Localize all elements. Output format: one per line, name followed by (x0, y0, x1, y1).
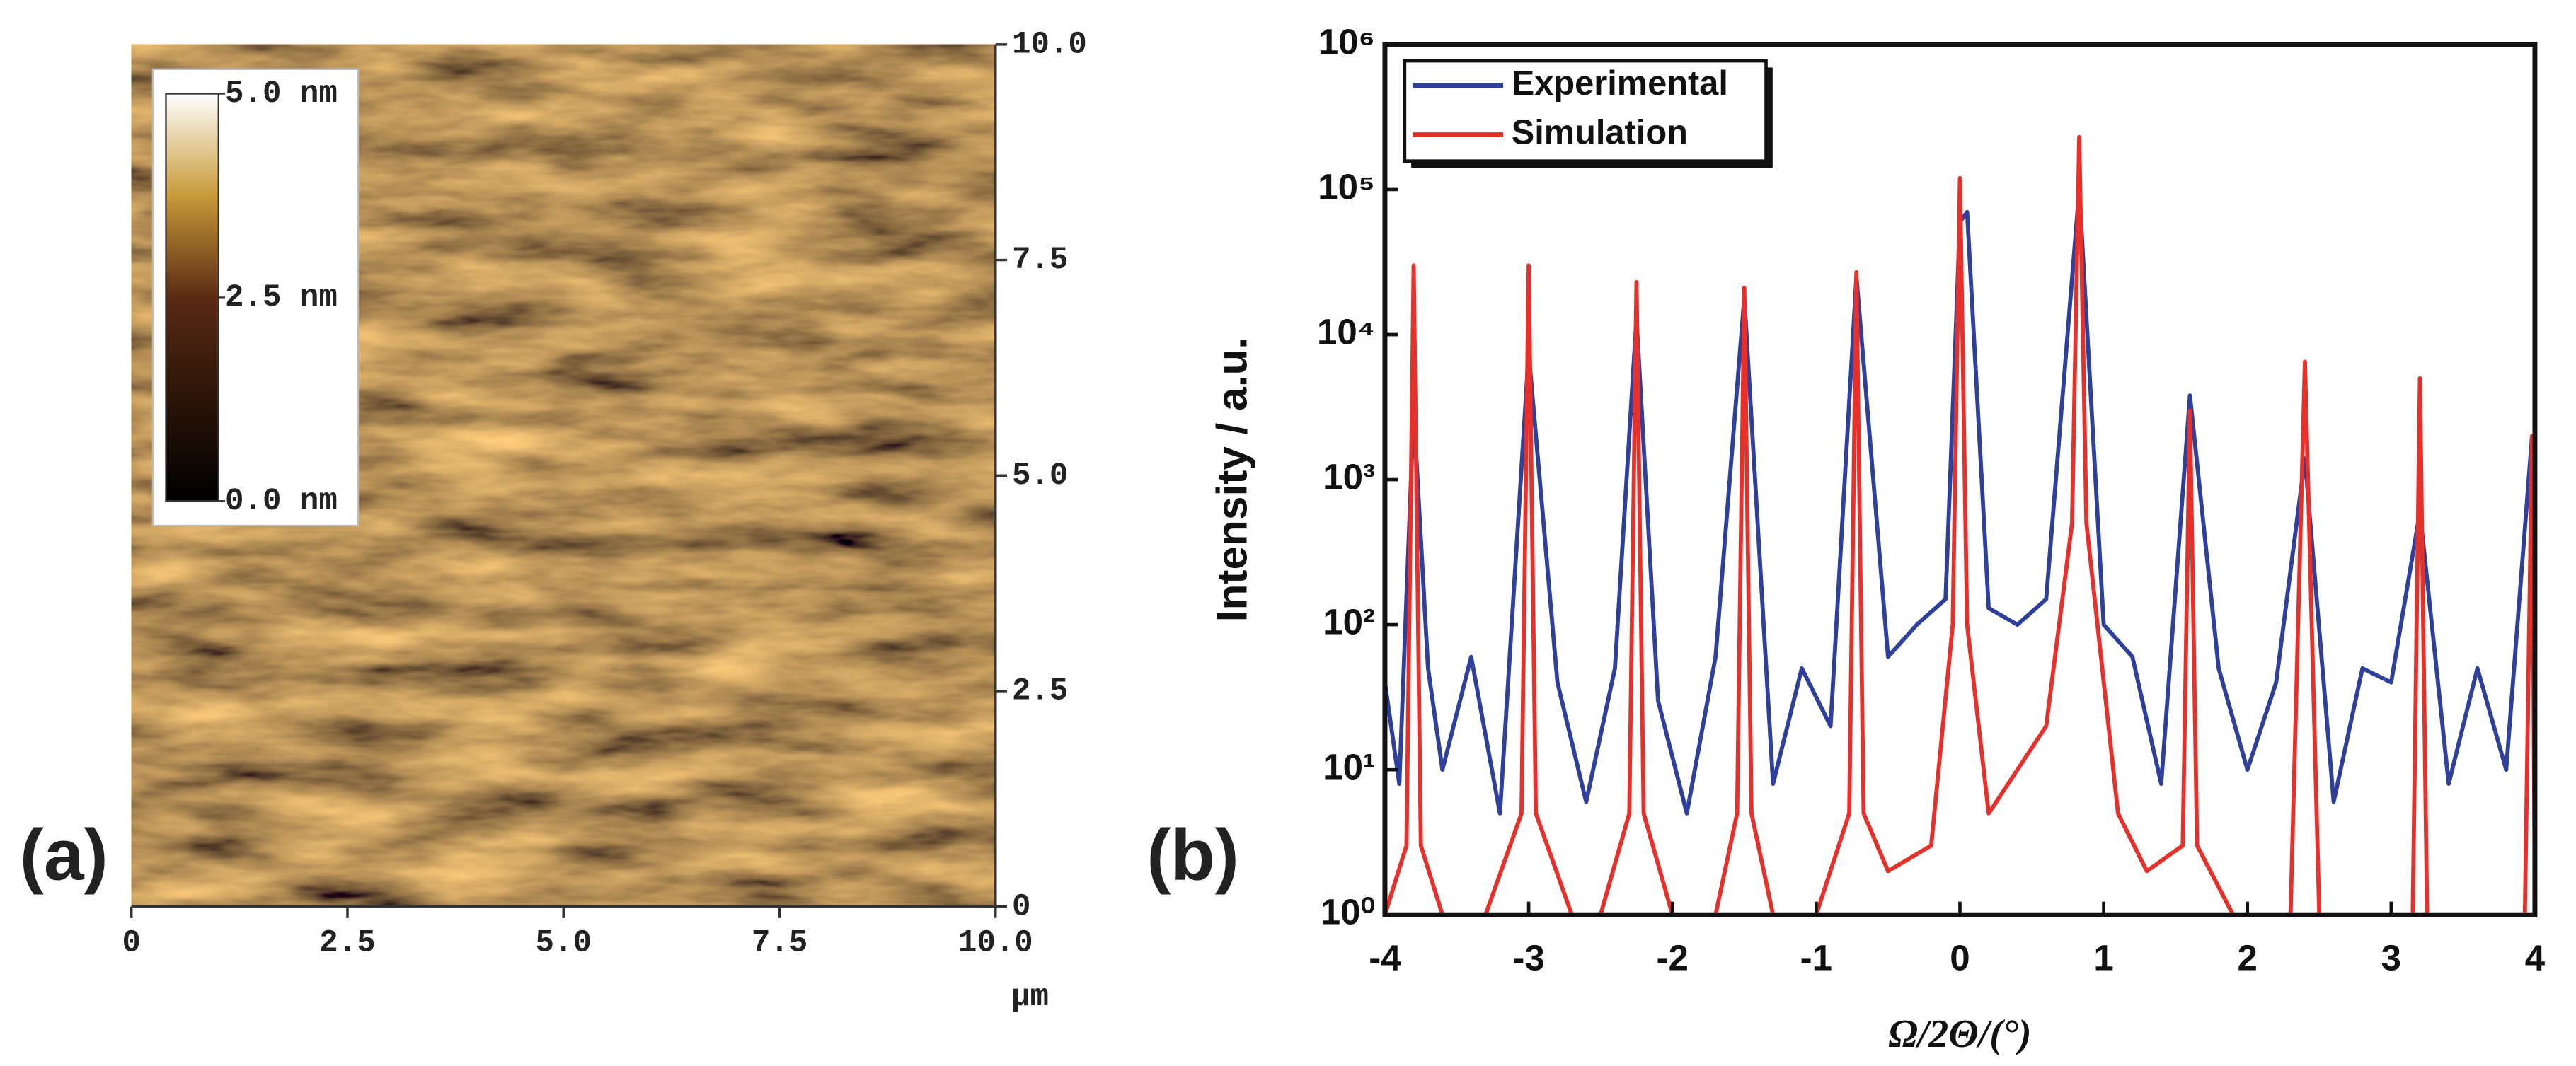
legend-box (1403, 59, 1768, 163)
x-tick-label: -3 (1512, 938, 1544, 978)
panel-label: (b) (1146, 815, 1238, 896)
y-tick-label: 10¹ (1323, 747, 1375, 787)
colorbar-label: 0.0 nm (225, 484, 338, 519)
legend-label: Simulation (1512, 113, 1688, 151)
y-tick-label: 10² (1323, 602, 1375, 642)
afm-panel: 0 2.5 5.0 7.5 10.002.55.07.510.0μm(a)0.0 nm2… (20, 28, 1087, 1015)
x-unit: μm (1011, 980, 1049, 1015)
colorbar-label: 5.0 nm (225, 76, 338, 112)
x-tick-label: 0 (122, 925, 140, 961)
y-tick-label: 0 (1012, 889, 1030, 925)
y-tick-label: 10⁴ (1317, 311, 1375, 352)
colorbar (165, 93, 219, 502)
y-tick-label: 10⁰ (1321, 892, 1375, 932)
colorbar-label: 2.5 nm (225, 280, 338, 315)
y-tick-label: 5.0 (1012, 458, 1068, 494)
x-tick-label: 7.5 (752, 925, 807, 961)
legend-label: Experimental (1512, 64, 1728, 103)
panel-label: (a) (20, 815, 108, 896)
x-tick-label: 1 (2093, 938, 2113, 978)
plot-frame (1382, 42, 2538, 917)
y-tick-label: 7.5 (1012, 243, 1068, 278)
x-tick-label: 2.5 (319, 925, 375, 961)
x-tick-label: 5.0 (536, 925, 592, 961)
x-tick-label: 3 (2381, 938, 2401, 978)
x-tick-label: 2 (2238, 938, 2258, 978)
x-axis-title: Ω/2Θ/(°) (1888, 1012, 2031, 1056)
y-tick-label: 10.0 (1012, 28, 1087, 63)
y-tick-label: 2.5 (1012, 674, 1068, 709)
x-tick-label: -4 (1369, 938, 1401, 978)
x-tick-label: -2 (1657, 938, 1689, 978)
x-tick-label: 4 (2525, 938, 2546, 978)
y-tick-label: 10⁵ (1318, 166, 1375, 207)
xrd-panel: 10⁰ 10¹ 10² 10³ 10⁴ 10⁵ 10⁶ -4 -3 -2 -1 0 1 2 3 4 Ω/2Θ/(… (1146, 21, 2545, 1056)
x-tick-label: -1 (1800, 938, 1832, 978)
y-tick-label: 10⁶ (1318, 21, 1375, 62)
x-tick-label: 10.0 (958, 925, 1033, 961)
y-axis-title: Intensity / a.u. (1208, 337, 1256, 622)
plot-area (1384, 134, 2535, 915)
series-line (1384, 187, 2534, 816)
y-tick-label: 10³ (1323, 457, 1375, 497)
x-tick-label: 0 (1950, 938, 1970, 978)
series-line (1384, 134, 2535, 915)
